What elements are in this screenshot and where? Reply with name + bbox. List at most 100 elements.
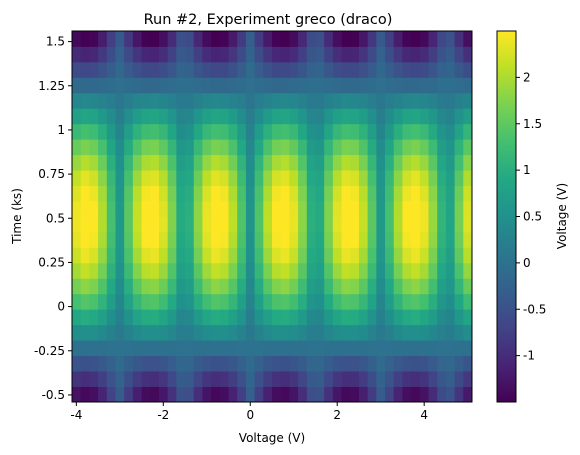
heatmap-cell (106, 262, 116, 279)
heatmap-cell (185, 262, 195, 279)
heatmap-cell (237, 201, 247, 217)
heatmap-cell (454, 154, 464, 171)
heatmap-cell (315, 77, 325, 94)
heatmap-cell (463, 278, 473, 295)
heatmap-cell (245, 31, 256, 47)
heatmap-cell (89, 371, 99, 387)
heatmap-cell (263, 139, 273, 156)
heatmap-cell (280, 231, 290, 248)
heatmap-cell (219, 31, 229, 47)
heatmap-cell (202, 201, 212, 217)
heatmap-cell (237, 139, 247, 156)
heatmap-cell (411, 170, 421, 186)
heatmap-cell (150, 201, 160, 217)
colorbar-tick-label: -0.5 (523, 302, 546, 316)
heatmap-cell (228, 108, 238, 125)
heatmap-cell (245, 108, 256, 125)
heatmap-cell (176, 247, 186, 264)
heatmap-cell (193, 371, 203, 387)
heatmap-cell (411, 139, 421, 156)
heatmap-cell (158, 185, 169, 202)
heatmap-cell (402, 77, 412, 94)
heatmap-cell (124, 340, 134, 357)
heatmap-cell (393, 355, 403, 372)
heatmap-cell (341, 92, 351, 109)
heatmap-cell (280, 92, 290, 109)
heatmap-cell (419, 216, 429, 233)
heatmap-cell (237, 61, 247, 78)
heatmap-cell (324, 201, 334, 217)
heatmap-cell (332, 247, 342, 264)
heatmap-cell (72, 201, 82, 217)
heatmap-cell (98, 340, 108, 357)
heatmap-cell (150, 216, 160, 233)
heatmap-cell (445, 77, 456, 94)
heatmap-cell (454, 247, 464, 264)
heatmap-cell (89, 46, 99, 63)
heatmap-cell (193, 309, 203, 326)
heatmap-cell (132, 355, 142, 372)
heatmap-cell (245, 324, 256, 341)
heatmap-cell (437, 92, 447, 109)
heatmap-cell (263, 324, 273, 341)
heatmap-cell (237, 185, 247, 202)
heatmap-cell (158, 231, 169, 248)
heatmap-cell (367, 278, 377, 295)
heatmap-cell (306, 46, 316, 63)
heatmap-cell (306, 262, 316, 279)
heatmap-cell (158, 201, 169, 217)
heatmap-cell (272, 262, 282, 279)
heatmap-cell (324, 123, 334, 140)
heatmap-cell (419, 108, 429, 125)
heatmap-cell (202, 139, 212, 156)
heatmap-cell (245, 293, 256, 310)
heatmap-cell (115, 31, 125, 47)
heatmap-cell (367, 154, 377, 171)
heatmap-cell (124, 92, 134, 109)
heatmap-cell (254, 386, 264, 403)
heatmap-cell (132, 139, 142, 156)
heatmap-cell (324, 293, 334, 310)
heatmap-cell (211, 247, 221, 264)
heatmap-cell (419, 77, 429, 94)
heatmap-cell (132, 293, 142, 310)
heatmap-cell (72, 216, 82, 233)
heatmap-cell (411, 247, 421, 264)
heatmap-cell (89, 386, 99, 403)
heatmap-cell (272, 247, 282, 264)
heatmap-cell (176, 231, 186, 248)
heatmap-cell (393, 123, 403, 140)
x-axis-ticks: -4 -2 0 2 4 (70, 402, 428, 422)
heatmap-cell (298, 386, 308, 403)
heatmap-cell (428, 262, 438, 279)
heatmap-cell (193, 77, 203, 94)
heatmap-cell (167, 340, 177, 357)
heatmap-cell (185, 324, 195, 341)
heatmap-cell (106, 154, 116, 171)
heatmap-cell (228, 185, 238, 202)
heatmap-cell (272, 123, 282, 140)
heatmap-cell (150, 123, 160, 140)
heatmap-cell (254, 262, 264, 279)
heatmap-cell (454, 216, 464, 233)
heatmap-cell (358, 123, 369, 140)
heatmap-cell (219, 185, 229, 202)
heatmap-cell (341, 262, 351, 279)
heatmap-cell (358, 216, 369, 233)
heatmap-cell (332, 262, 342, 279)
heatmap-cell (272, 324, 282, 341)
heatmap-cell (289, 340, 299, 357)
colorbar-ticks: -1 -0.5 0 0.5 1 1.5 2 (516, 70, 546, 363)
heatmap-cell (124, 154, 134, 171)
heatmap-cell (341, 108, 351, 125)
heatmap-cell (367, 262, 377, 279)
heatmap-cell (376, 386, 386, 403)
heatmap-cell (72, 355, 82, 372)
heatmap-cell (193, 262, 203, 279)
heatmap-cell (280, 108, 290, 125)
heatmap-cell (158, 262, 169, 279)
heatmap-cell (393, 231, 403, 248)
heatmap-cell (332, 123, 342, 140)
heatmap-cell (332, 293, 342, 310)
heatmap-cell (402, 216, 412, 233)
